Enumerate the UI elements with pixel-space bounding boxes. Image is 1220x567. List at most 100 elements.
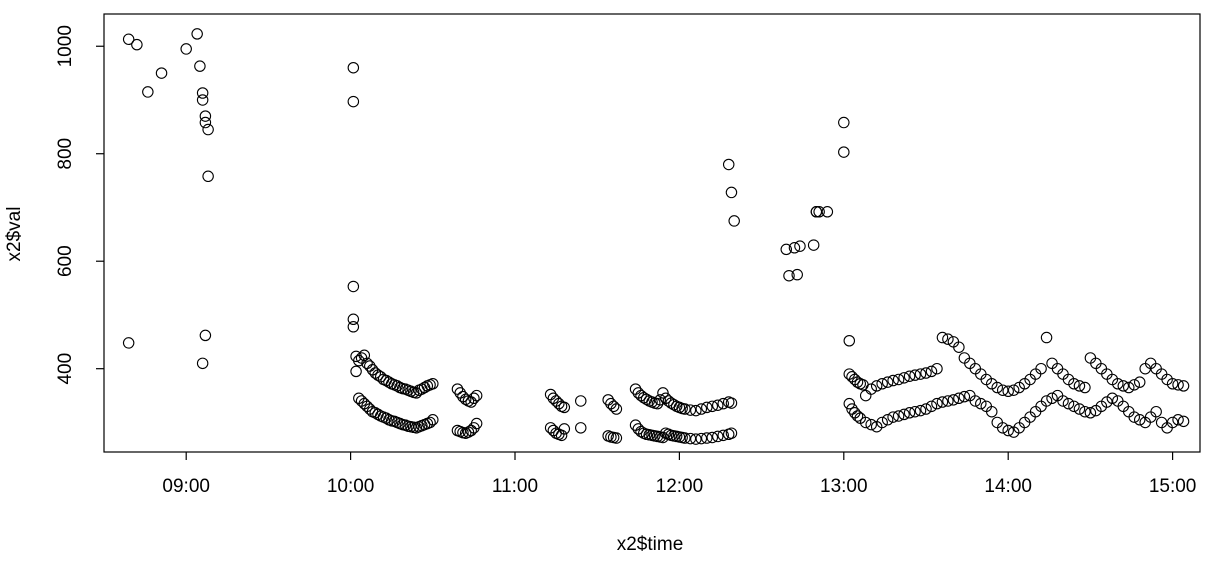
data-point [364,360,376,372]
y-tick-label: 1000 [55,25,76,67]
data-point [679,403,691,415]
data-point [1133,376,1146,388]
data-point [1172,379,1184,391]
data-point [725,186,738,199]
data-point [347,321,360,333]
data-point [712,430,724,443]
data-point [1079,405,1091,418]
data-point [1007,384,1020,396]
data-point [1062,397,1075,410]
data-point [459,393,472,406]
data-point [695,403,708,415]
data-point [180,43,192,55]
data-point [914,368,927,380]
data-point [607,400,620,413]
data-point [701,401,713,414]
data-point [427,414,439,426]
data-point [701,432,713,444]
data-point [1068,377,1080,390]
data-point [898,372,910,384]
data-point [851,376,864,388]
data-point [783,269,795,282]
data-point [558,401,571,414]
data-point [350,365,362,378]
data-point [358,349,371,362]
y-tick-label: 400 [55,353,76,385]
data-point [1172,414,1184,426]
data-point [881,376,894,388]
data-point [202,170,214,183]
data-point [684,432,697,445]
data-point [465,424,477,437]
data-point [191,28,203,40]
data-point [468,392,480,405]
data-point [942,333,954,345]
data-point [807,239,820,251]
data-point [470,417,483,430]
data-point [909,405,921,418]
data-point [654,394,666,406]
data-point [1123,381,1135,394]
data-point [1177,380,1190,392]
data-point [1079,381,1091,394]
data-point [575,422,587,434]
data-point [865,418,877,431]
data-point [887,411,899,423]
data-point [728,215,740,227]
x-tick-label: 10:00 [327,476,375,497]
x-tick-label: 13:00 [820,476,868,497]
data-point [690,404,702,417]
data-point [1106,392,1119,405]
data-point [969,395,982,407]
x-tick-label: 12:00 [656,476,704,497]
data-point [936,396,949,408]
data-point [876,416,888,429]
data-point [347,313,360,326]
data-point [1073,380,1086,392]
x-tick-label: 14:00 [984,476,1032,497]
data-point [706,431,719,444]
data-point [1150,405,1162,418]
data-point [996,384,1009,396]
data-point [1035,362,1047,375]
data-point [1128,411,1140,423]
y-tick-label: 800 [55,138,76,170]
x-tick-label: 15:00 [1149,476,1197,497]
data-point [788,242,801,254]
data-point [838,146,850,158]
data-point [920,403,932,415]
data-point [380,412,392,424]
data-point [712,399,724,411]
data-point [1084,407,1097,419]
data-point [1040,395,1053,407]
data-point [424,416,436,429]
data-point [1166,377,1179,390]
data-point [347,95,360,108]
data-point [859,416,872,429]
data-point [690,433,702,445]
data-point [131,38,143,51]
data-point [199,110,212,122]
data-point [846,403,858,415]
data-point [725,427,738,439]
x-axis-label: x2$time [617,534,684,555]
data-point [843,335,856,347]
data-point [470,389,483,402]
data-point [942,395,954,407]
data-point [892,410,905,422]
data-point [813,206,825,218]
data-point [122,33,135,46]
data-point [920,367,932,379]
y-axis: 400 600 800 1000 [55,25,104,385]
data-point [196,94,209,106]
data-point [1128,379,1140,391]
data-point [975,397,987,410]
data-point [953,341,965,353]
data-point [717,429,729,442]
data-point [791,268,803,281]
x-axis: 09:00 10:00 11:00 12:00 13:00 14:00 15:00 [162,452,1196,497]
data-point [122,337,135,349]
y-tick-label: 600 [55,245,76,277]
x-tick-label: 09:00 [162,476,210,497]
